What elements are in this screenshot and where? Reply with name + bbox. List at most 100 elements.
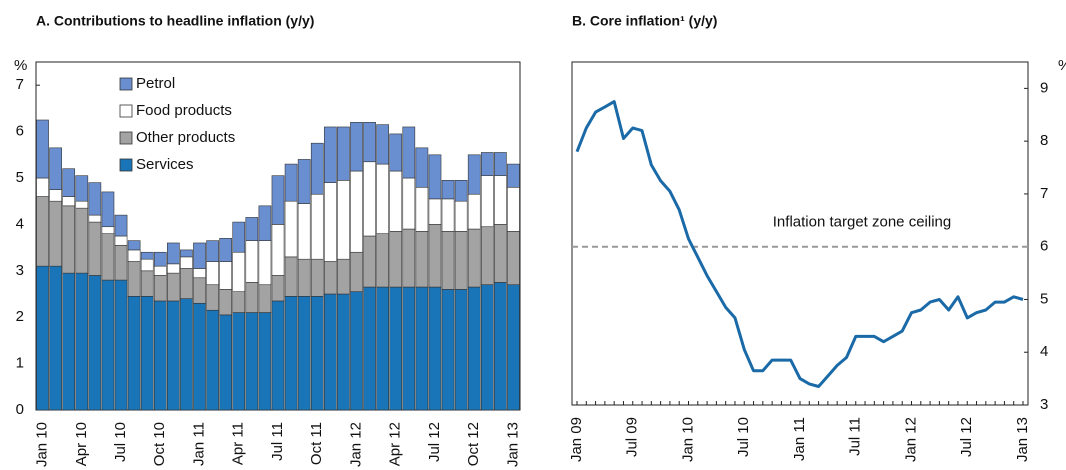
bar-segment — [167, 263, 180, 274]
bar-segment — [350, 251, 363, 292]
bar-segment — [88, 275, 102, 411]
bar-segment — [310, 193, 324, 260]
bar-segment — [467, 154, 481, 195]
bar-segment — [415, 147, 429, 188]
reference-label: Inflation target zone ceiling — [773, 214, 951, 231]
bar-segment — [49, 200, 62, 267]
bar-segment — [402, 177, 416, 230]
y-tick-label: 0 — [16, 401, 24, 418]
bar-segment — [310, 142, 324, 195]
bar-segment — [36, 119, 49, 179]
bar-segment — [232, 251, 246, 292]
bar-segment — [428, 198, 442, 225]
bar-segment — [480, 226, 494, 286]
bar-segment — [494, 282, 507, 411]
legend-label: Petrol — [136, 75, 175, 92]
bar-segment — [140, 270, 154, 297]
bar-segment — [180, 268, 193, 299]
plot-frame — [571, 61, 1029, 406]
legend-swatch — [119, 158, 133, 172]
x-tick-label: Oct 11 — [308, 422, 325, 465]
bar-segment — [507, 231, 520, 286]
x-tick-label: Jan 12 — [902, 417, 919, 462]
bar-segment — [402, 228, 416, 288]
bar-segment — [206, 261, 219, 286]
bar-segment — [441, 231, 455, 290]
bar-segment — [167, 300, 180, 411]
bar-segment — [62, 196, 76, 207]
bar-segment — [389, 286, 403, 411]
bar-segment — [271, 224, 285, 276]
bar-segment — [245, 240, 259, 283]
bar-segment — [454, 200, 468, 232]
bar-segment — [36, 196, 49, 267]
line-series — [575, 100, 1024, 388]
bar-segment — [75, 207, 89, 274]
bar-segment — [153, 300, 167, 411]
bar-segment — [494, 152, 507, 176]
y-tick-label: 9 — [1040, 79, 1048, 96]
bar-segment — [415, 231, 429, 288]
bar-segment — [271, 275, 285, 302]
bar-segment — [402, 126, 416, 179]
bar-segment — [219, 314, 233, 411]
bar-segment — [258, 284, 272, 313]
bar-segment — [258, 205, 272, 241]
bar-segment — [389, 133, 403, 172]
y-tick-label: 1 — [16, 355, 24, 372]
bar-segment — [127, 296, 141, 411]
y-tick-label: 4 — [1040, 343, 1048, 360]
bar-segment — [376, 163, 389, 234]
bar-segment — [140, 251, 154, 260]
bar-segment — [467, 286, 481, 411]
panel: A. Contributions to headline inflation (… — [14, 13, 521, 467]
bar-segment — [49, 189, 62, 202]
bar-segment — [467, 228, 481, 288]
bar-segment — [140, 258, 154, 272]
bar-segment — [284, 256, 298, 297]
bar-segment — [258, 240, 272, 286]
bar-segment — [75, 175, 89, 202]
bar-segment — [75, 200, 89, 209]
bar-segment — [88, 214, 102, 223]
bar-segment — [297, 258, 311, 297]
bar-segment — [363, 161, 376, 237]
bar-segment — [310, 296, 324, 411]
bar-segment — [219, 261, 233, 290]
bar-segment — [232, 312, 246, 411]
bar-segment — [153, 251, 167, 267]
bar-segment — [297, 296, 311, 411]
y-tick-label: 8 — [1040, 132, 1048, 149]
bar-segment — [507, 186, 520, 232]
bar-segment — [428, 154, 442, 200]
x-tick-label: Jan 13 — [504, 422, 521, 467]
bar-segment — [337, 258, 350, 295]
y-tick-label: 5 — [16, 169, 24, 186]
x-tick-label: Jan 11 — [791, 417, 808, 461]
y-tick-label: 4 — [16, 215, 24, 232]
x-tick-label: Jul 11 — [269, 422, 286, 461]
bar-segment — [454, 180, 468, 202]
bar-segment — [206, 309, 219, 411]
bar-segment — [284, 296, 298, 411]
bar-segment — [284, 163, 298, 202]
bar-segment — [297, 203, 311, 260]
bar-segment — [323, 261, 337, 295]
x-tick-label: Oct 10 — [151, 422, 168, 466]
bar-segment — [153, 275, 167, 302]
legend-label: Food products — [136, 102, 232, 119]
bar-segment — [376, 286, 389, 411]
x-tick-label: Oct 12 — [465, 422, 482, 466]
bar-segment — [49, 147, 62, 190]
bar-segment — [454, 231, 468, 290]
bar-segment — [350, 170, 363, 253]
bar-segment — [101, 233, 115, 281]
bar-segment — [441, 289, 455, 411]
y-axis-unit: % — [1058, 57, 1066, 74]
bar-segment — [114, 244, 128, 281]
bar-segment — [350, 122, 363, 172]
legend-swatch — [119, 104, 133, 118]
bar-segment — [219, 289, 233, 316]
x-tick-label: Jul 10 — [735, 417, 752, 457]
bar-segment — [101, 191, 115, 228]
